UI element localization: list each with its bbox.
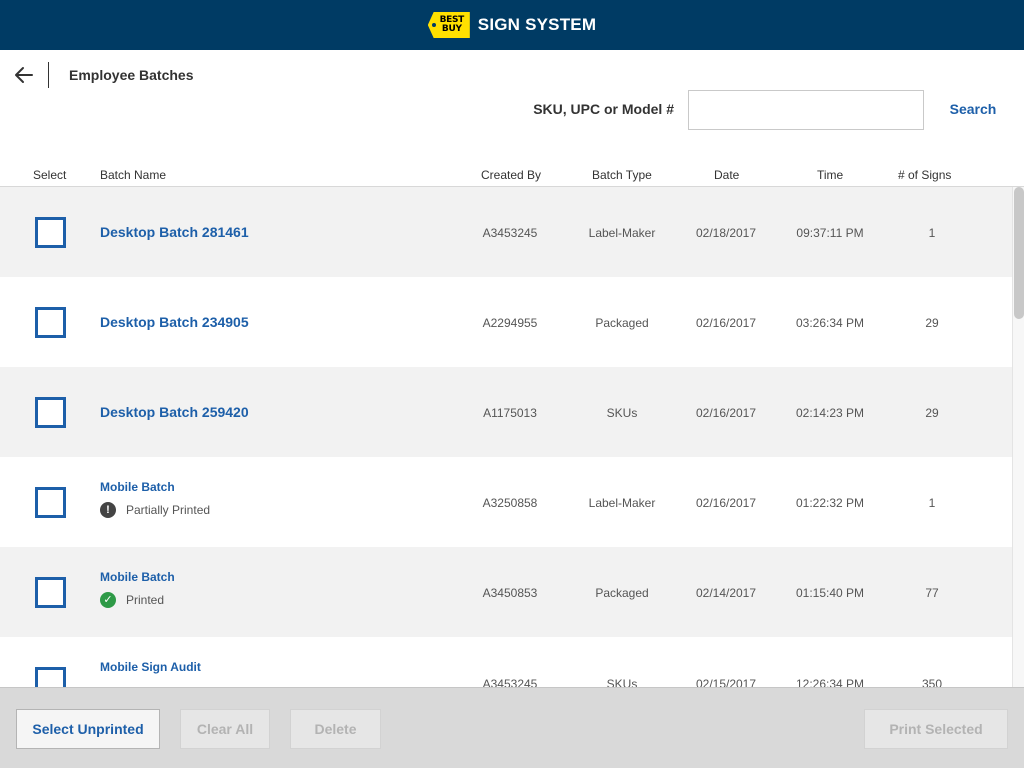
header-date: Date: [714, 168, 740, 182]
check-icon: ✓: [100, 592, 116, 608]
batch-table-body[interactable]: Desktop Batch 281461 A3453245 Label-Make…: [0, 187, 1024, 687]
time-cell: 01:15:40 PM: [795, 586, 865, 600]
signs-count-cell: 29: [925, 316, 939, 330]
time-cell: 03:26:34 PM: [795, 316, 865, 330]
signs-count-cell: 29: [925, 406, 939, 420]
time-cell: 02:14:23 PM: [795, 406, 865, 420]
time-cell: 09:37:11 PM: [796, 226, 864, 240]
created-by-cell: A3453245: [482, 677, 538, 687]
search-input[interactable]: [688, 90, 924, 130]
app-header: BEST BUY SIGN SYSTEM: [0, 0, 1024, 50]
search-label: SKU, UPC or Model #: [533, 101, 674, 117]
table-row[interactable]: Mobile Batch ✓ Printed A3450853 Packaged…: [0, 547, 1012, 637]
date-cell: 02/16/2017: [695, 316, 757, 330]
signs-count-cell: 350: [921, 677, 943, 687]
table-row[interactable]: Desktop Batch 281461 A3453245 Label-Make…: [0, 187, 1012, 277]
table-scrollbar[interactable]: [1012, 187, 1024, 687]
date-cell: 02/15/2017: [695, 677, 757, 687]
header-time: Time: [817, 168, 844, 182]
row-select-checkbox[interactable]: [35, 217, 66, 248]
batch-name-link[interactable]: Desktop Batch 234905: [100, 314, 249, 330]
table-header: Select Batch Name Created By Batch Type …: [0, 155, 1024, 187]
select-unprinted-button[interactable]: Select Unprinted: [16, 709, 160, 749]
batch-name-link[interactable]: Mobile Batch: [100, 570, 175, 584]
date-cell: 02/14/2017: [695, 586, 757, 600]
header-select: Select: [33, 168, 67, 182]
created-by-cell: A3250858: [482, 496, 538, 510]
batch-name-link[interactable]: Mobile Sign Audit: [100, 660, 201, 674]
batch-status: ✓ Printed: [100, 592, 164, 608]
batch-type-cell: Label-Maker: [588, 496, 656, 510]
batch-type-cell: Packaged: [595, 316, 649, 330]
created-by-cell: A1175013: [483, 406, 537, 420]
created-by-cell: A3450853: [482, 586, 538, 600]
signs-count-cell: 1: [928, 496, 936, 510]
table-row[interactable]: Desktop Batch 234905 A2294955 Packaged 0…: [0, 277, 1012, 367]
arrow-left-icon[interactable]: [12, 63, 36, 87]
logo-text-line1: BEST: [439, 15, 465, 25]
print-selected-button[interactable]: Print Selected: [864, 709, 1008, 749]
logo-text-line2: BUY: [441, 24, 462, 34]
header-divider: [48, 62, 49, 88]
exclamation-icon: !: [100, 502, 116, 518]
page-title: Employee Batches: [69, 67, 194, 83]
batch-name-link[interactable]: Desktop Batch 259420: [100, 404, 249, 420]
time-cell: 12:26:34 PM: [795, 677, 865, 687]
header-batch-name: Batch Name: [100, 168, 167, 182]
batch-type-cell: SKUs: [606, 406, 638, 420]
time-cell: 01:22:32 PM: [795, 496, 865, 510]
row-select-checkbox[interactable]: [35, 307, 66, 338]
batch-type-cell: Label-Maker: [588, 226, 656, 240]
scrollbar-thumb[interactable]: [1014, 187, 1024, 319]
table-row[interactable]: Mobile Sign Audit A3453245 SKUs 02/15/20…: [0, 637, 1012, 687]
header-signs: # of Signs: [898, 168, 952, 182]
signs-count-cell: 1: [928, 226, 936, 240]
status-text: Partially Printed: [126, 503, 211, 517]
batch-type-cell: Packaged: [595, 586, 649, 600]
best-buy-tag-logo: BEST BUY: [427, 12, 470, 38]
batch-type-cell: SKUs: [606, 677, 638, 687]
row-select-checkbox[interactable]: [35, 667, 66, 687]
clear-all-button[interactable]: Clear All: [180, 709, 270, 749]
delete-button[interactable]: Delete: [290, 709, 381, 749]
row-select-checkbox[interactable]: [35, 577, 66, 608]
status-text: Printed: [126, 593, 165, 607]
date-cell: 02/16/2017: [695, 406, 757, 420]
row-select-checkbox[interactable]: [35, 487, 66, 518]
header-batch-type: Batch Type: [592, 168, 652, 182]
created-by-cell: A2294955: [482, 316, 538, 330]
batch-name-link[interactable]: Mobile Batch: [100, 480, 175, 494]
date-cell: 02/16/2017: [695, 496, 757, 510]
action-footer: Select Unprinted Clear All Delete Print …: [0, 687, 1024, 768]
app-logo: BEST BUY SIGN SYSTEM: [427, 12, 597, 38]
batch-status: ! Partially Printed: [100, 502, 210, 518]
batch-name-link[interactable]: Desktop Batch 281461: [100, 224, 249, 240]
header-created-by: Created By: [481, 168, 542, 182]
date-cell: 02/18/2017: [695, 226, 757, 240]
table-row[interactable]: Desktop Batch 259420 A1175013 SKUs 02/16…: [0, 367, 1012, 457]
row-select-checkbox[interactable]: [35, 397, 66, 428]
search-button[interactable]: Search: [940, 101, 1006, 117]
signs-count-cell: 77: [925, 586, 939, 600]
table-row[interactable]: Mobile Batch ! Partially Printed A325085…: [0, 457, 1012, 547]
created-by-cell: A3453245: [482, 226, 538, 240]
page-subheader: Employee Batches SKU, UPC or Model # Sea…: [0, 50, 1024, 155]
app-title: SIGN SYSTEM: [477, 15, 597, 34]
